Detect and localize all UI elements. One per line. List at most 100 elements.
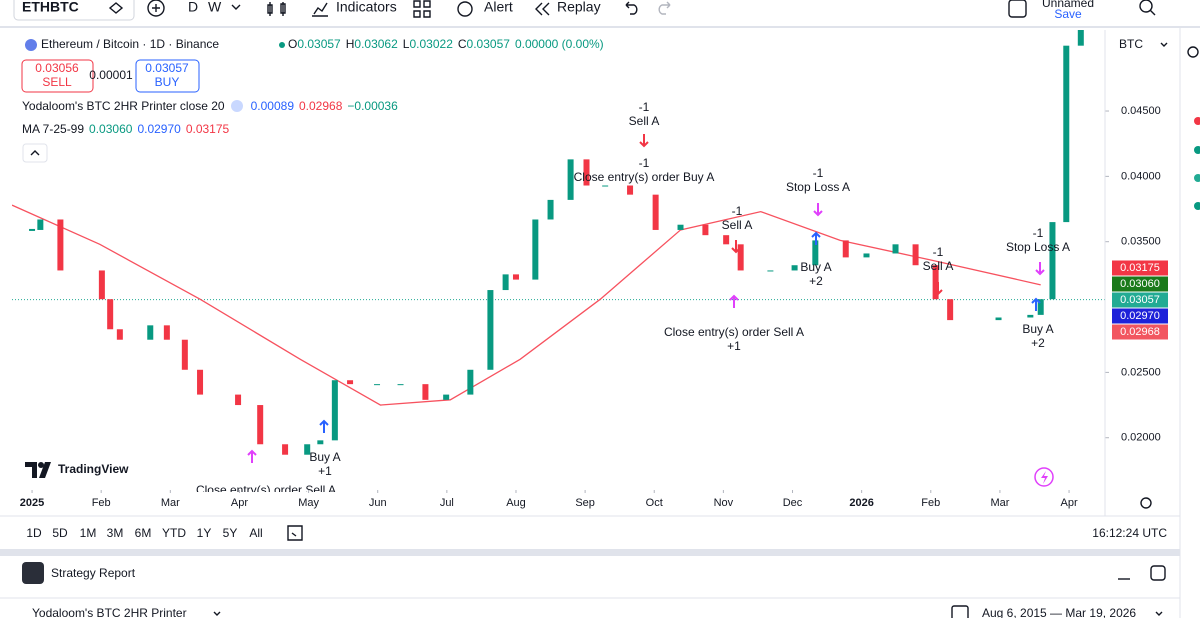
search[interactable] (1139, 0, 1153, 13)
date-range[interactable]: Aug 6, 2015 — Mar 19, 2026 (982, 606, 1136, 618)
candle (547, 199, 554, 220)
candle (397, 384, 404, 386)
candle (487, 290, 494, 370)
indicator-name: Yodaloom's BTC 2HR Printer close 20 (22, 99, 225, 113)
save[interactable]: Save (1054, 7, 1082, 21)
ohlc-value: 0.03062 (354, 37, 398, 51)
x-tick-label: Jun (369, 497, 387, 509)
time-range-button[interactable]: 5D (52, 526, 68, 540)
currency[interactable]: BTC (1119, 37, 1143, 51)
icon (213, 611, 221, 616)
symbol[interactable]: ETHBTC (22, 0, 79, 15)
icon (1155, 611, 1163, 616)
candle (163, 325, 170, 340)
time-range-button[interactable]: 1Y (197, 526, 212, 540)
x-tick-label: Nov (714, 497, 734, 509)
candle (567, 159, 574, 200)
icon (231, 4, 241, 10)
signal-label: -1 (732, 204, 743, 218)
candle (147, 325, 154, 340)
settings[interactable] (1140, 497, 1152, 509)
divider (0, 549, 1180, 556)
candle (235, 394, 242, 406)
time-range-button[interactable]: 3M (107, 526, 124, 540)
signal-label: +1 (727, 339, 741, 353)
signal-label: Buy A (309, 450, 340, 464)
indicator-value: 0.02968 (299, 99, 343, 113)
buy-button[interactable] (135, 59, 200, 93)
signal-label: -1 (933, 245, 944, 259)
signal-arrow (731, 240, 741, 254)
interval[interactable]: W (208, 0, 222, 15)
candle (1027, 314, 1034, 318)
ohlc-key: O (288, 37, 297, 51)
ohlc-value: 0.03057 (297, 37, 341, 51)
time-range-button[interactable]: 6M (135, 526, 152, 540)
sell-price[interactable]: 0.03056 (35, 61, 79, 75)
time-range-button[interactable]: YTD (162, 526, 186, 540)
replay-button[interactable]: Replay (557, 0, 601, 15)
add-symbol[interactable] (147, 0, 165, 17)
x-tick-label: Oct (646, 497, 663, 509)
ma-line (12, 204, 1041, 406)
strategy-name[interactable]: Yodaloom's BTC 2HR Printer (32, 606, 187, 618)
time-range-button[interactable]: 1D (26, 526, 42, 540)
icon (312, 2, 328, 17)
ohlc-value: 0.03022 (409, 37, 453, 51)
buy-price[interactable]: 0.03057 (145, 61, 189, 75)
layout-icon (1008, 0, 1027, 18)
signal-label: -1 (1033, 226, 1044, 240)
price-tag-label: 0.03175 (1120, 262, 1160, 274)
signal-arrow (813, 203, 823, 217)
icon (1187, 46, 1199, 58)
ohlc: O0.03057 H0.03062 L0.03022 C0.03057 0.00000 … (288, 37, 604, 51)
sell-label[interactable]: SELL (42, 75, 72, 89)
candle (98, 270, 105, 300)
layout-name[interactable]: Unnamed (1042, 0, 1094, 10)
time-range-button[interactable]: 5Y (223, 526, 238, 540)
redo[interactable] (658, 1, 671, 15)
signal-arrow (729, 294, 739, 308)
maximize[interactable] (1150, 565, 1166, 581)
x-tick-label: Apr (231, 497, 248, 509)
indicator-name: MA 7-25-99 (22, 122, 84, 136)
sell-button[interactable] (21, 59, 94, 93)
buy-label[interactable]: BUY (155, 75, 180, 89)
candle (677, 224, 684, 230)
events[interactable] (1034, 467, 1054, 487)
panel-title[interactable]: Strategy Report (51, 566, 136, 580)
x-tick-label: Feb (921, 497, 940, 509)
price-tag-label: 0.02970 (1120, 310, 1160, 322)
price-tag (1112, 324, 1168, 340)
collapse-button[interactable] (22, 143, 48, 163)
indicator-value: 0.03175 (186, 122, 230, 136)
signal-label: Sell A (923, 259, 954, 273)
spread: 0.00001 (89, 68, 133, 82)
candle (737, 244, 744, 271)
alert-button[interactable]: Alert (484, 0, 513, 15)
candle (652, 194, 659, 230)
icon (535, 2, 550, 16)
icon (1194, 202, 1200, 210)
templates[interactable] (413, 0, 431, 18)
date-range-icon[interactable] (287, 525, 303, 541)
time-range-button[interactable]: 1M (80, 526, 97, 540)
icon (231, 100, 243, 112)
indicator-value: 0.00089 (251, 99, 295, 113)
indicators-button[interactable]: Indicators (336, 0, 397, 15)
symbol-box[interactable] (13, 0, 135, 21)
signal-label: Close entry(s) order Sell A (664, 325, 804, 339)
signal-label: -1 (813, 166, 824, 180)
ohlc-change: 0.00000 (0.00%) (515, 37, 604, 51)
undo[interactable] (625, 1, 638, 15)
candle (583, 159, 590, 186)
chart-type[interactable] (267, 2, 286, 16)
time-range-button[interactable]: All (249, 526, 262, 540)
candle (791, 265, 798, 271)
candle (1037, 299, 1044, 315)
signal-arrow (811, 231, 821, 245)
x-tick-label: Jul (440, 497, 454, 509)
signal-label: Buy A (800, 260, 831, 274)
interval[interactable]: D (188, 0, 198, 15)
